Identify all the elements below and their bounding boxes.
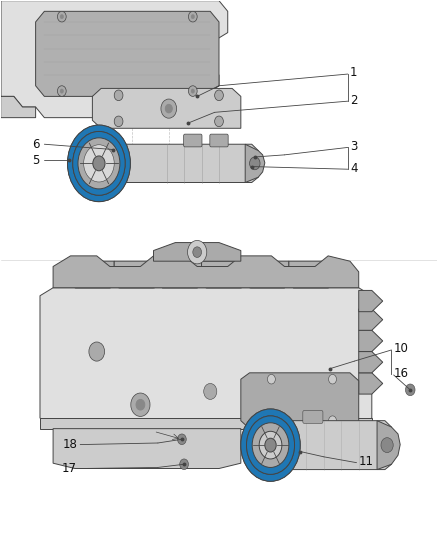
Text: 17: 17	[62, 462, 77, 475]
Polygon shape	[245, 144, 265, 182]
Circle shape	[406, 384, 415, 395]
Circle shape	[57, 11, 66, 22]
Polygon shape	[40, 288, 372, 426]
Circle shape	[188, 86, 197, 96]
Polygon shape	[201, 261, 245, 288]
FancyBboxPatch shape	[303, 410, 323, 423]
Text: 18: 18	[62, 438, 77, 451]
Text: 6: 6	[32, 138, 40, 151]
Circle shape	[259, 431, 282, 459]
Circle shape	[381, 438, 393, 453]
Polygon shape	[114, 261, 158, 288]
Polygon shape	[153, 243, 241, 261]
Circle shape	[87, 149, 111, 178]
Circle shape	[252, 423, 289, 467]
Circle shape	[67, 125, 131, 201]
Text: 11: 11	[359, 455, 374, 468]
Circle shape	[60, 89, 64, 93]
Polygon shape	[35, 11, 219, 96]
FancyBboxPatch shape	[184, 134, 202, 147]
Circle shape	[265, 438, 276, 452]
Circle shape	[187, 240, 207, 264]
Circle shape	[60, 14, 64, 19]
Circle shape	[57, 86, 66, 96]
Circle shape	[114, 90, 123, 101]
Circle shape	[247, 416, 294, 474]
Circle shape	[191, 89, 194, 93]
Polygon shape	[40, 418, 372, 429]
Circle shape	[73, 132, 125, 195]
Polygon shape	[1, 1, 228, 118]
Circle shape	[250, 157, 260, 169]
Polygon shape	[92, 88, 241, 128]
Polygon shape	[245, 261, 289, 288]
Polygon shape	[241, 373, 359, 429]
Text: 2: 2	[350, 94, 357, 107]
Circle shape	[268, 374, 276, 384]
Circle shape	[131, 393, 150, 416]
Polygon shape	[359, 330, 383, 352]
Circle shape	[328, 374, 336, 384]
Polygon shape	[158, 261, 201, 288]
Circle shape	[180, 459, 188, 470]
Circle shape	[93, 156, 105, 171]
Circle shape	[241, 409, 300, 481]
Text: 5: 5	[32, 154, 40, 167]
Circle shape	[78, 138, 120, 189]
Circle shape	[247, 416, 294, 474]
Circle shape	[114, 116, 123, 127]
Text: 10: 10	[394, 342, 409, 356]
Polygon shape	[359, 290, 383, 312]
Circle shape	[89, 342, 105, 361]
Polygon shape	[53, 429, 241, 469]
Circle shape	[188, 11, 197, 22]
Polygon shape	[53, 256, 359, 288]
Circle shape	[73, 132, 125, 195]
Circle shape	[161, 99, 177, 118]
Text: 1: 1	[350, 67, 357, 79]
Circle shape	[204, 383, 217, 399]
Circle shape	[67, 125, 131, 201]
Polygon shape	[377, 421, 400, 470]
Circle shape	[241, 409, 300, 481]
Polygon shape	[289, 261, 332, 288]
FancyBboxPatch shape	[210, 134, 228, 147]
Text: 4: 4	[350, 161, 357, 175]
Circle shape	[177, 434, 186, 445]
Circle shape	[191, 14, 194, 19]
Text: 3: 3	[350, 140, 357, 153]
Circle shape	[193, 247, 201, 257]
Circle shape	[165, 104, 172, 113]
Circle shape	[136, 399, 145, 410]
Circle shape	[84, 145, 114, 182]
Polygon shape	[71, 261, 114, 288]
Polygon shape	[99, 144, 258, 182]
Polygon shape	[359, 373, 383, 394]
Circle shape	[268, 416, 276, 425]
Polygon shape	[359, 309, 383, 330]
Polygon shape	[359, 352, 383, 373]
Text: 16: 16	[394, 367, 409, 381]
Circle shape	[215, 90, 223, 101]
Polygon shape	[263, 421, 392, 470]
Polygon shape	[1, 1, 35, 118]
Circle shape	[328, 416, 336, 425]
Circle shape	[215, 116, 223, 127]
